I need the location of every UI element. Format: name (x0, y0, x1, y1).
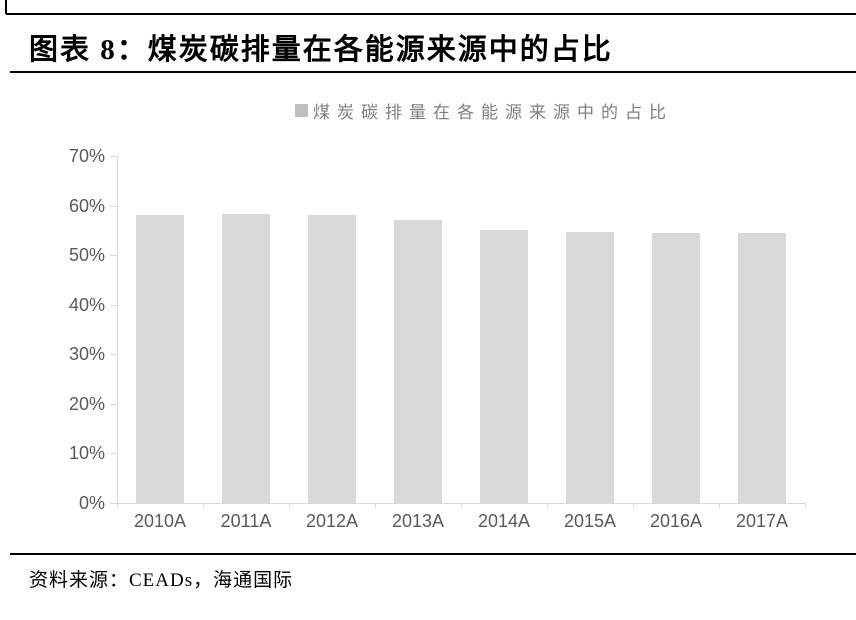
x-tick-label: 2011A (220, 511, 272, 531)
x-tick-label: 2015A (563, 511, 617, 531)
x-tick-label: 2016A (649, 511, 703, 531)
bar-2016A (652, 233, 700, 503)
x-tick-label: 2012A (305, 511, 359, 531)
figure-title: 图表 8：煤炭碳排量在各能源来源中的占比 (29, 34, 613, 66)
x-tick (117, 503, 118, 508)
legend-marker-swatch (295, 104, 308, 117)
y-axis-line (117, 156, 118, 503)
y-tick-label: 70% (68, 146, 105, 166)
x-tick-label: 2013A (391, 511, 445, 531)
bar-2017A (738, 233, 786, 503)
bar-2013A (394, 220, 442, 503)
x-tick-label: 2017A (735, 511, 789, 531)
x-tick (461, 503, 462, 508)
y-tick-label: 50% (68, 245, 105, 266)
x-tick (547, 503, 548, 508)
bar-2012A (308, 215, 356, 503)
y-tick (110, 403, 117, 405)
y-tick-label: 30% (68, 344, 105, 365)
y-tick (110, 304, 117, 306)
y-tick (110, 156, 117, 157)
x-tick (203, 503, 204, 508)
legend-label: 煤炭碳排量在各能源来源中的占比 (313, 103, 673, 122)
bar-2011A (222, 214, 270, 503)
y-tick (110, 453, 117, 455)
source-divider-rule (10, 553, 856, 555)
x-tick (633, 503, 634, 508)
source-attribution: 资料来源：CEADs，海通国际 (29, 570, 294, 591)
x-tick-label: 2010A (133, 511, 187, 531)
bar-2015A (566, 232, 614, 503)
page-corner-border (5, 0, 7, 14)
y-tick (110, 205, 117, 207)
y-tick-label: 10% (68, 443, 105, 464)
y-tick-label: 40% (68, 294, 105, 315)
y-tick-label: 20% (68, 393, 105, 414)
top-divider-rule (6, 13, 856, 15)
x-tick (289, 503, 290, 508)
x-tick (805, 503, 806, 508)
y-tick-label: 0% (78, 493, 105, 513)
y-tick (110, 255, 117, 257)
y-tick-label: 60% (68, 195, 105, 216)
chart-legend: 煤炭碳排量在各能源来源中的占比 (295, 98, 673, 123)
x-tick (375, 503, 376, 508)
title-divider-rule (10, 71, 856, 73)
y-tick (110, 354, 117, 356)
bar-2010A (136, 215, 184, 503)
bar-2014A (480, 230, 528, 503)
x-tick-label: 2014A (477, 511, 531, 531)
x-tick (719, 503, 720, 508)
y-tick (110, 503, 117, 504)
